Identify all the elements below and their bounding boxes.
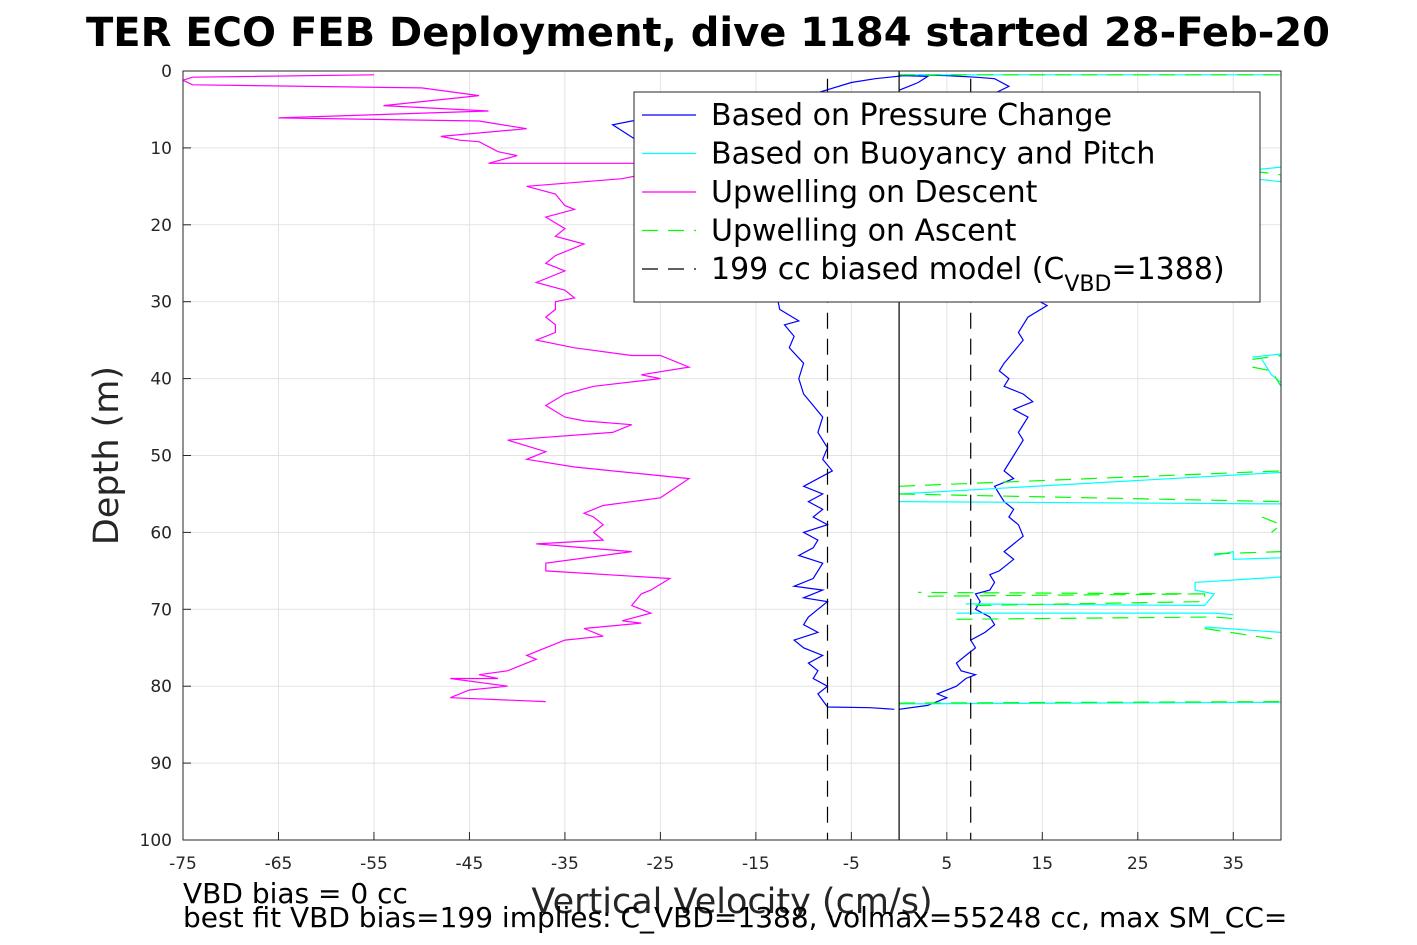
y-tick-label: 60 (150, 523, 172, 543)
legend-label-text: Upwelling on Ascent (711, 214, 1017, 249)
bias-note: VBD bias = 0 cc (183, 877, 408, 910)
legend-label: Based on Pressure Change (711, 98, 1112, 133)
x-tick-label: -5 (843, 854, 860, 874)
y-tick-label: 0 (161, 62, 172, 82)
x-tick-label: 35 (1222, 854, 1244, 874)
x-tick-label: 25 (1127, 854, 1149, 874)
x-tick-label: 5 (941, 854, 952, 874)
legend-label-text: 199 cc biased model (C (711, 252, 1064, 287)
series-line-4 (899, 74, 1281, 704)
legend-label: 199 cc biased model (CVBD=1388) (711, 252, 1225, 297)
x-tick-label: -55 (360, 854, 388, 874)
legend-box (633, 91, 1261, 303)
legend-label-end: =1388) (1111, 252, 1224, 287)
legend-label-text: Based on Pressure Change (711, 98, 1112, 133)
x-axis-label: Vertical Velocity (cm/s) (531, 882, 932, 922)
legend-label: Upwelling on Descent (711, 175, 1038, 210)
legend-label-text: Based on Buoyancy and Pitch (711, 137, 1155, 172)
x-tick-label: -75 (169, 854, 197, 874)
y-tick-label: 40 (150, 370, 172, 390)
y-tick-label: 20 (150, 216, 172, 236)
legend-label: Based on Buoyancy and Pitch (711, 137, 1155, 172)
legend-label-subscript: VBD (1064, 272, 1111, 297)
y-tick-label: 90 (150, 754, 172, 774)
legend-label-text: Upwelling on Descent (711, 175, 1038, 210)
legend-label: Upwelling on Ascent (711, 214, 1017, 249)
x-tick-label: -35 (551, 854, 579, 874)
y-tick-label: 80 (150, 677, 172, 697)
chart-title: TER ECO FEB Deployment, dive 1184 starte… (86, 10, 1330, 56)
x-tick-label: -65 (265, 854, 293, 874)
best-fit-note: best fit VBD bias=199 implies: C_VBD=138… (183, 901, 1287, 934)
legend: Based on Pressure Change Based on Buoyanc… (633, 91, 1261, 303)
x-tick-label: -15 (742, 854, 770, 874)
y-axis-ticks: 0 10 20 30 40 50 60 70 80 90 100 (140, 62, 191, 851)
y-axis-label: Depth (m) (87, 366, 127, 545)
x-axis-ticks: -75 -65 -55 -45 -35 -25 -15 -5 5 15 25 35 (169, 832, 1244, 874)
x-tick-label: -25 (647, 854, 675, 874)
y-tick-label: 50 (150, 447, 172, 467)
y-tick-label: 100 (140, 831, 172, 851)
x-tick-label: 15 (1031, 854, 1053, 874)
y-tick-label: 70 (150, 600, 172, 620)
y-tick-label: 30 (150, 293, 172, 313)
x-tick-label: -45 (456, 854, 484, 874)
series-line-5 (826, 78, 972, 840)
series-line-3 (183, 74, 692, 703)
y-tick-label: 10 (150, 139, 172, 159)
